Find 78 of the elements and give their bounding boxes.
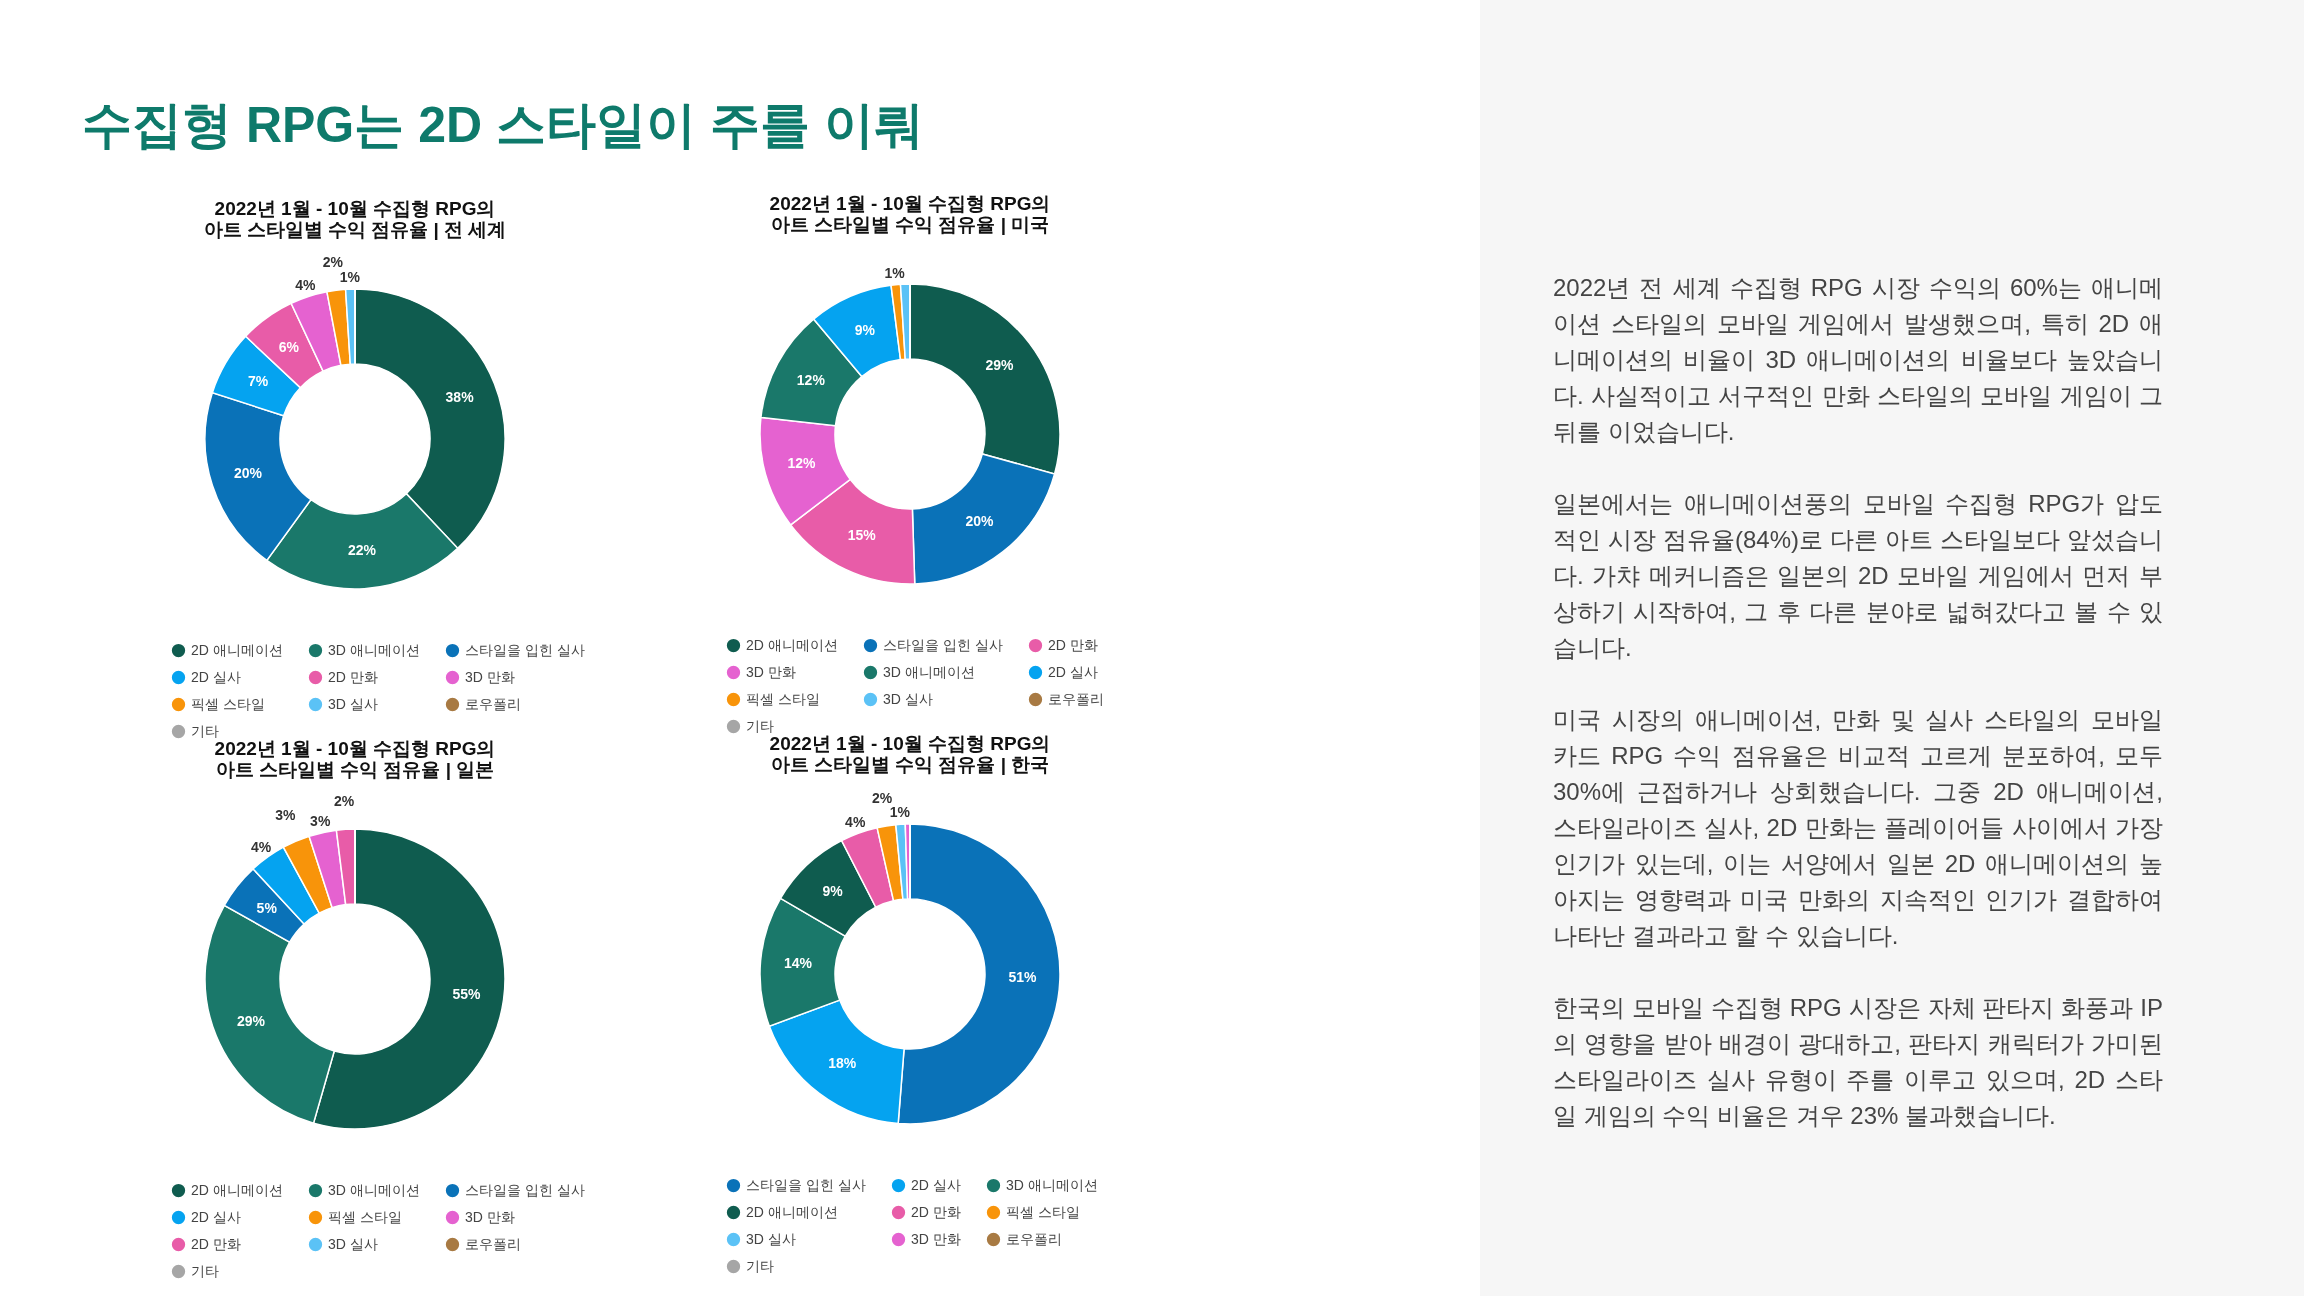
data-label: 1% <box>889 804 911 821</box>
data-label: 14% <box>783 955 813 972</box>
data-label: 4% <box>251 839 272 856</box>
legend-label: 2D 애니메이션 <box>746 636 838 653</box>
data-label: 2% <box>872 790 893 807</box>
data-label: 3% <box>275 807 297 824</box>
data-label: 22% <box>348 542 377 559</box>
data-label: 12% <box>787 454 817 471</box>
legend-label: 픽셀 스타일 <box>746 690 820 707</box>
legend-label: 3D 애니메이션 <box>328 1181 420 1198</box>
legend-label: 3D 만화 <box>465 1208 515 1225</box>
data-label: 38% <box>445 388 475 405</box>
data-label: 12% <box>796 371 826 388</box>
data-label: 4% <box>295 276 316 293</box>
legend-label: 2D 애니메이션 <box>191 1181 283 1198</box>
text: 미국 시장의 애니메이션, 만화 및 실사 스타일의 모바일 카드 RPG 수익 점유율은 비교적 고르게 분포하여, 모두 30%에 근접하거나 상회했습니다. 그중 2D 애니메이션, 스타일라이즈 실사, 2D 만화는 플레이어들 사이에서 가장 인기가 있는데, 이는 서양에서 일본 2D 애니메이션의 높아지는 영향력과 미국 만화의 지속적인 인기가 결합하여 나타난 결과라고 할 수 있습니다. <box>1553 705 2163 951</box>
legend-label: 로우폴리 <box>1048 690 1104 707</box>
data-label: 20% <box>233 464 263 481</box>
data-label: 15% <box>847 526 877 543</box>
chart-title: 2022년 1월 - 10월 수집형 RPG의 아트 스타일별 수익 점유율 | 미국 <box>769 193 1051 235</box>
data-label: 1% <box>884 264 906 281</box>
legend-label: 기타 <box>191 1262 219 1279</box>
data-label: 1% <box>339 269 361 286</box>
data-label: 3% <box>310 812 331 829</box>
legend-label: 3D 실사 <box>746 1230 796 1247</box>
legend-label: 3D 애니메이션 <box>1006 1176 1098 1193</box>
legend-label: 2D 애니메이션 <box>746 1203 838 1220</box>
legend-label: 3D 만화 <box>465 668 515 685</box>
legend-label: 2D 만화 <box>191 1235 241 1252</box>
data-label: 6% <box>278 338 300 355</box>
legend-label: 2D 실사 <box>191 1208 241 1225</box>
legend-label: 픽셀 스타일 <box>328 1208 402 1225</box>
legend-label: 3D 실사 <box>328 1235 378 1252</box>
data-label: 18% <box>828 1054 857 1071</box>
data-label: 7% <box>248 372 269 389</box>
data-label: 4% <box>845 813 866 830</box>
data-label: 9% <box>854 321 876 338</box>
data-label: 5% <box>256 900 278 917</box>
legend-label: 기타 <box>746 1257 774 1274</box>
legend-label: 2D 만화 <box>911 1203 961 1220</box>
legend-label: 2D 실사 <box>911 1176 961 1193</box>
legend-label: 스타일을 입힌 실사 <box>883 636 1003 653</box>
chart-title: 2022년 1월 - 10월 수집형 RPG의 아트 스타일별 수익 점유율 | 전 세계 <box>203 198 507 240</box>
legend-label: 3D 실사 <box>328 695 378 712</box>
legend-label: 3D 애니메이션 <box>883 663 975 680</box>
data-label: 9% <box>822 883 844 900</box>
legend-label: 픽셀 스타일 <box>1006 1203 1080 1220</box>
legend-label: 스타일을 입힌 실사 <box>465 641 585 658</box>
data-label: 29% <box>985 356 1015 373</box>
text: 일본에서는 애니메이션풍의 모바일 수집형 RPG가 압도적인 시장 점유율(84%)로 다른 아트 스타일보다 앞섰습니다. 가챠 메커니즘은 일본의 2D 모바일 게임에서 먼저 부상하기 시작하여, 그 후 다른 분야로 넓혀갔다고 볼 수 있습니다. <box>1553 489 2163 663</box>
data-label: 2% <box>333 793 355 810</box>
legend-label: 3D 만화 <box>746 663 796 680</box>
legend-label: 기타 <box>746 717 774 734</box>
data-label: 51% <box>1008 969 1037 986</box>
legend-label: 스타일을 입힌 실사 <box>465 1181 585 1198</box>
data-label: 29% <box>236 1012 266 1029</box>
data-label: 2% <box>322 254 344 271</box>
legend-label: 3D 실사 <box>883 690 933 707</box>
legend-label: 로우폴리 <box>465 695 521 712</box>
chart-title: 2022년 1월 - 10월 수집형 RPG의 아트 스타일별 수익 점유율 | 한국 <box>769 733 1051 775</box>
data-label: 55% <box>452 985 481 1002</box>
text: 2022년 전 세계 수집형 RPG 시장 수익의 60%는 애니메이션 스타일의 모바일 게임에서 발생했으며, 특히 2D 애니메이션의 비율이 3D 애니메이션의 비율보다 높았습니다. 사실적이고 서구적인 만화 스타일의 모바일 게임이 그 뒤를 이었습니다. <box>1553 273 2163 447</box>
legend-label: 기타 <box>191 722 219 739</box>
legend-label: 2D 실사 <box>191 668 241 685</box>
legend-label: 2D 만화 <box>1048 636 1098 653</box>
legend-label: 2D 애니메이션 <box>191 641 283 658</box>
legend-label: 스타일을 입힌 실사 <box>746 1176 866 1193</box>
legend-label: 픽셀 스타일 <box>191 695 265 712</box>
legend-label: 2D 실사 <box>1048 663 1098 680</box>
legend-label: 로우폴리 <box>465 1235 521 1252</box>
legend-label: 로우폴리 <box>1006 1230 1062 1247</box>
text: 한국의 모바일 수집형 RPG 시장은 자체 판타지 화풍과 IP의 영향을 받아 배경이 광대하고, 판타지 캐릭터가 가미된 스타일라이즈 실사 유형이 주를 이루고 있으며, 2D 스타일 게임의 수익 비율은 겨우 23% 불과했습니다. <box>1553 993 2163 1131</box>
chart-title: 2022년 1월 - 10월 수집형 RPG의 아트 스타일별 수익 점유율 | 일본 <box>214 738 496 780</box>
legend-label: 3D 만화 <box>911 1230 961 1247</box>
data-label: 20% <box>965 513 995 530</box>
legend-label: 2D 만화 <box>328 668 378 685</box>
legend-label: 3D 애니메이션 <box>328 641 420 658</box>
text: 수집형 RPG는 2D 스타일이 주를 이뤄 <box>82 96 924 155</box>
